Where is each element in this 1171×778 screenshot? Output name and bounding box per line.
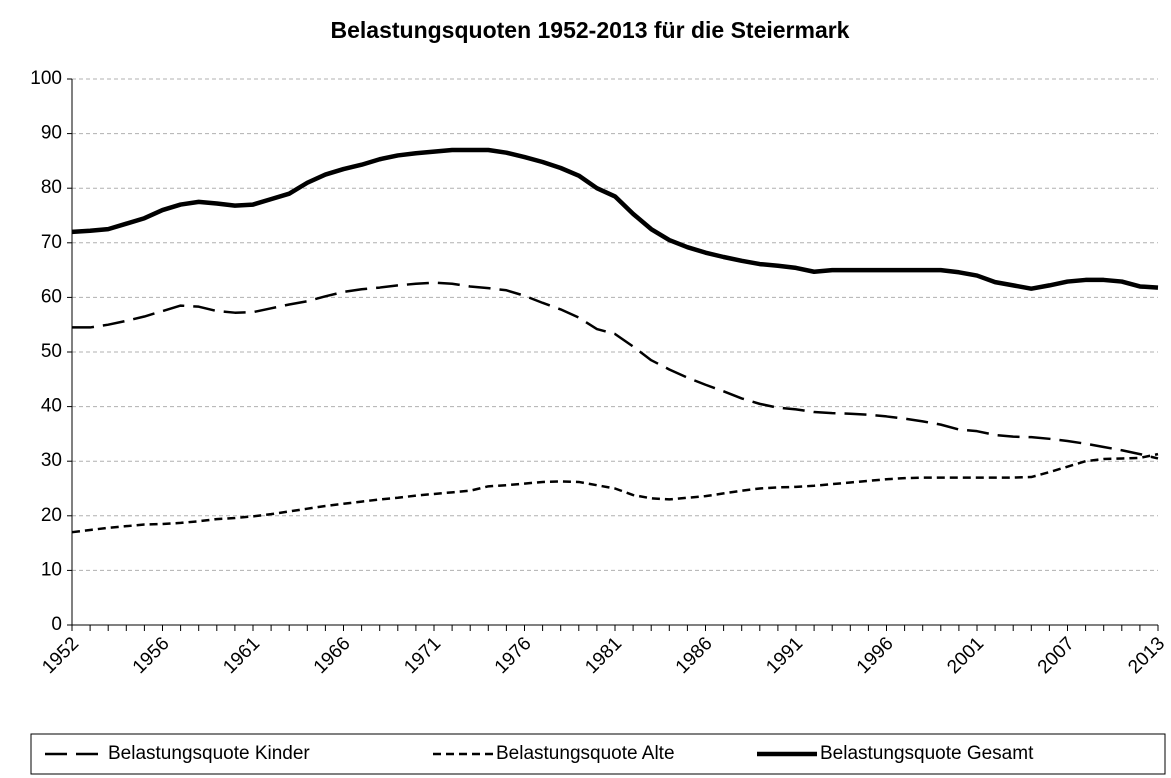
legend-box xyxy=(30,733,1166,775)
y-tick-label: 60 xyxy=(41,286,62,307)
x-tick-label: 2007 xyxy=(1034,633,1079,678)
x-tick-label: 1952 xyxy=(38,633,83,678)
x-tick-label: 1986 xyxy=(672,633,717,678)
x-tick-label: 2001 xyxy=(943,633,988,678)
x-tick-label: 1971 xyxy=(400,633,445,678)
x-tick-label: 1976 xyxy=(491,633,536,678)
legend-label: Belastungsquote Alte xyxy=(496,743,675,764)
series-line xyxy=(72,281,1159,460)
series-line xyxy=(71,452,1159,534)
legend-label: Belastungsquote Gesamt xyxy=(820,743,1034,764)
x-tick-label: 1981 xyxy=(581,633,626,678)
y-tick-label: 50 xyxy=(41,341,62,362)
x-tick-label: 2013 xyxy=(1124,633,1169,678)
y-tick-label: 0 xyxy=(51,614,62,635)
y-tick-label: 70 xyxy=(41,232,62,253)
y-tick-label: 20 xyxy=(41,505,62,526)
x-tick-label: 1991 xyxy=(762,633,807,678)
y-tick-label: 100 xyxy=(30,68,62,89)
y-tick-label: 90 xyxy=(41,123,62,144)
x-tick-label: 1996 xyxy=(853,633,898,678)
series-line xyxy=(71,147,1159,291)
x-tick-label: 1961 xyxy=(219,633,264,678)
chart-title: Belastungsquoten 1952-2013 für die Steie… xyxy=(331,17,850,43)
y-tick-label: 80 xyxy=(41,177,62,198)
x-tick-label: 1956 xyxy=(129,633,174,678)
y-tick-label: 10 xyxy=(41,559,62,580)
y-tick-label: 30 xyxy=(41,450,62,471)
y-tick-label: 40 xyxy=(41,396,62,417)
x-tick-label: 1966 xyxy=(310,633,355,678)
legend-label: Belastungsquote Kinder xyxy=(108,743,310,764)
